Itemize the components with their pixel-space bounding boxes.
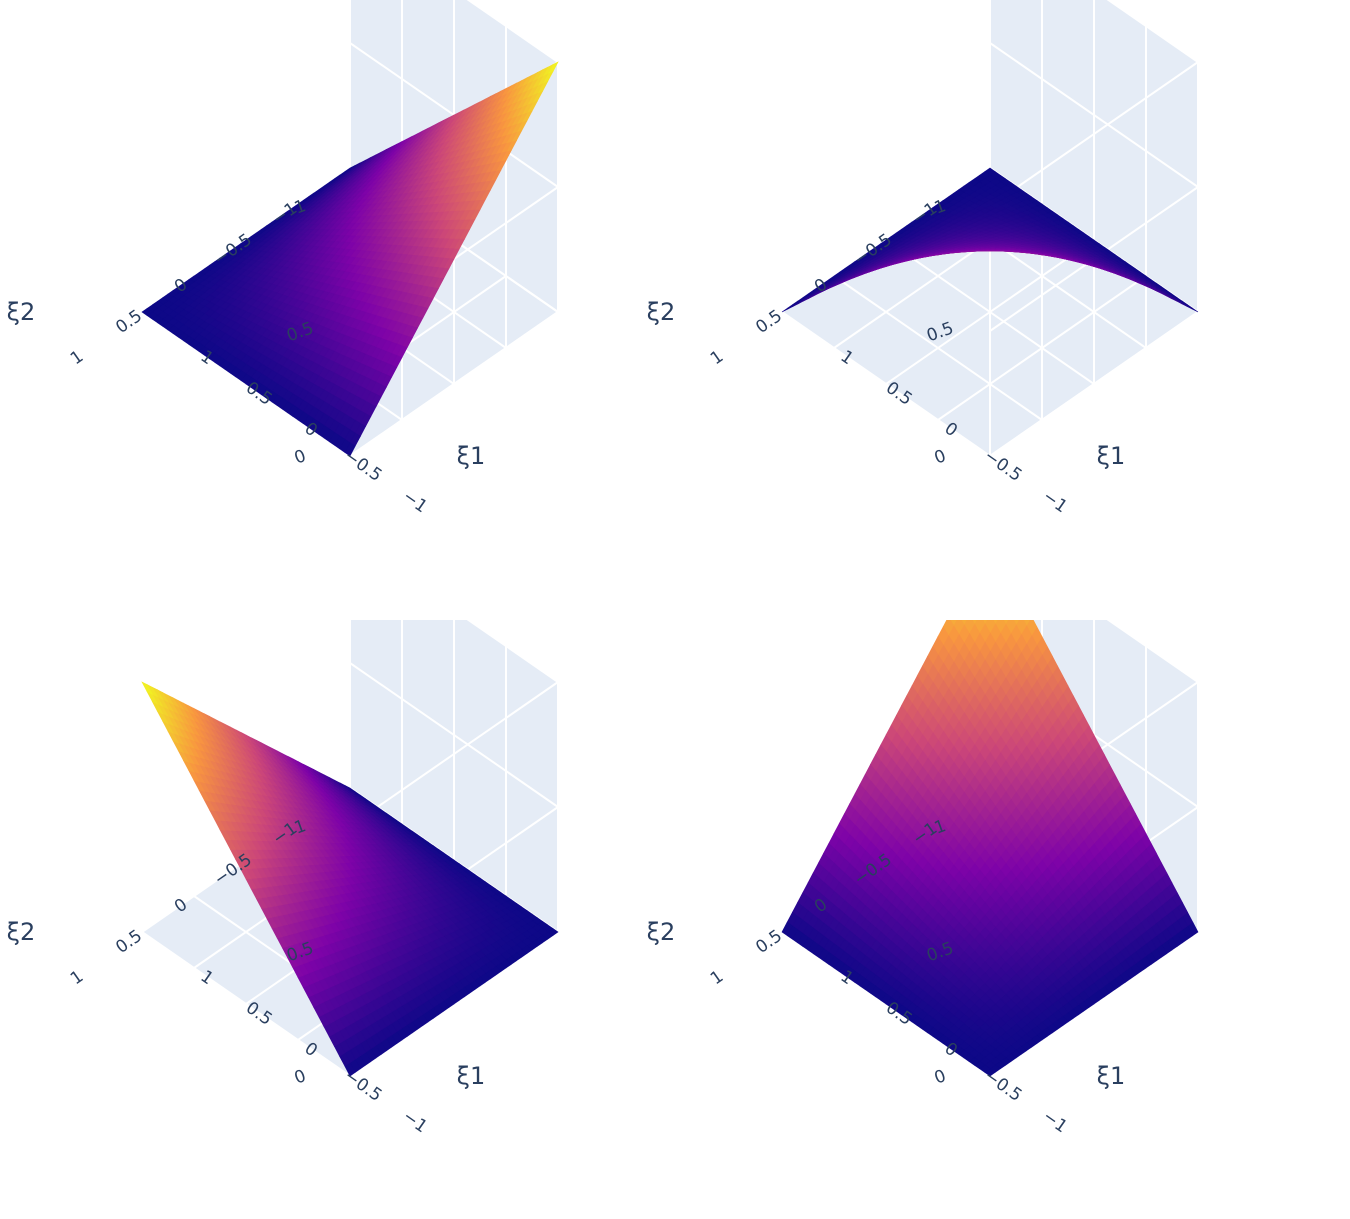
xaxis-title: ξ1 — [457, 442, 486, 470]
zaxis-tick-label: 0 — [932, 446, 949, 468]
zaxis-tick-label: 0 — [292, 446, 309, 468]
xaxis-tick-label: −1 — [399, 487, 431, 518]
yaxis-tick-label: 1 — [707, 347, 727, 370]
xaxis-title: ξ1 — [1097, 442, 1126, 470]
zaxis-tick-label: 0 — [292, 1066, 309, 1088]
xaxis-title: ξ1 — [457, 1062, 486, 1090]
yaxis-tick-label: 0.5 — [112, 926, 146, 958]
yaxis-tick-label: 1 — [67, 347, 87, 370]
yaxis-title: ξ2 — [7, 918, 36, 946]
xaxis-tick-label: −0.5 — [340, 1066, 385, 1106]
xaxis-tick-label: −1 — [1039, 487, 1071, 518]
xaxis-tick-label: −0.5 — [340, 446, 385, 486]
yaxis-title: ξ2 — [647, 298, 676, 326]
xaxis-tick-label: −0.5 — [980, 446, 1025, 486]
xaxis-tick-label: −1 — [399, 1107, 431, 1138]
yaxis-title: ξ2 — [7, 298, 36, 326]
yaxis-tick-label: 0.5 — [752, 306, 786, 338]
yaxis-tick-label: 0.5 — [112, 306, 146, 338]
yaxis-tick-label: 1 — [67, 967, 87, 990]
